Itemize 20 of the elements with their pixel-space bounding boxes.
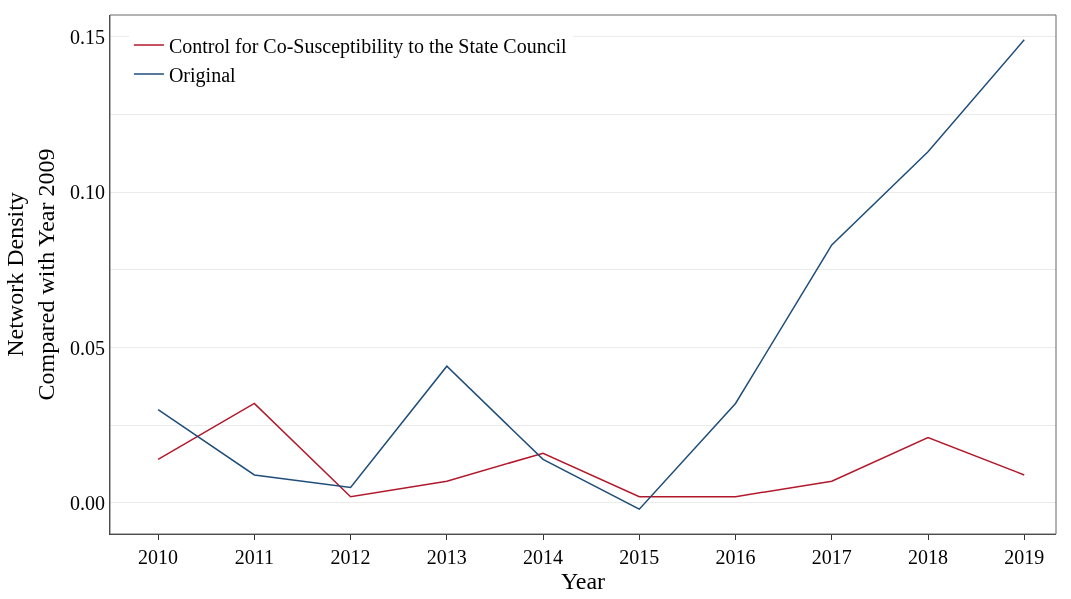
line-series	[157, 39, 1025, 510]
x-axis-title: Year	[560, 568, 606, 594]
x-tick-label: 2015	[619, 546, 660, 568]
line-series	[157, 402, 1025, 498]
y-tick-label: 0.05	[70, 336, 105, 359]
y-tick-label: 0.10	[70, 181, 105, 204]
x-tick-label: 2018	[908, 546, 949, 568]
y-tick-label: 0.15	[70, 25, 105, 48]
x-tick-label: 2010	[138, 546, 179, 568]
x-tick-label: 2017	[811, 546, 852, 568]
y-axis-title: Network Density Compared with Year 2009	[1, 148, 60, 401]
y-tick-label: 0.00	[70, 491, 105, 514]
x-tick-label: 2013	[426, 546, 467, 568]
x-tick-label: 2014	[523, 546, 564, 568]
legend-label: Original	[168, 63, 237, 87]
x-tick-label: 2016	[715, 546, 756, 568]
legend-label: Control for Co-Susceptibility to the State Council	[168, 34, 568, 58]
x-tick-label: 2019	[1004, 546, 1045, 568]
x-tick-label: 2012	[330, 546, 371, 568]
x-tick-label: 2011	[234, 546, 274, 568]
